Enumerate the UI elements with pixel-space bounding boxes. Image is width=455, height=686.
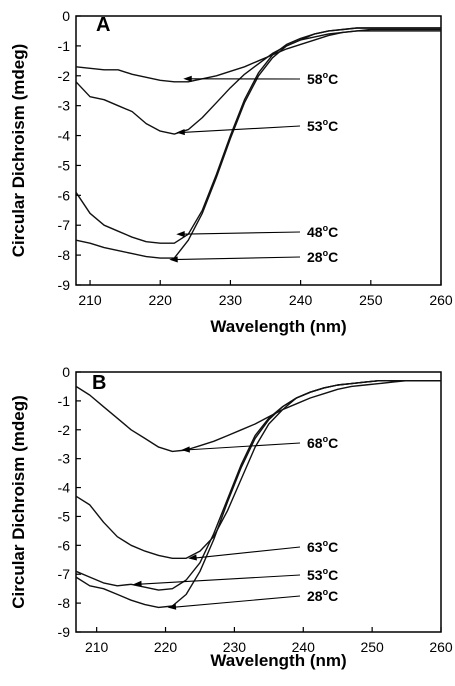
- annotation-label: 28oC: [307, 587, 338, 604]
- annotation-label: 48oC: [307, 223, 338, 240]
- y-tick-label: -4: [58, 480, 71, 496]
- annotation-arrow-line: [180, 125, 301, 134]
- series-line-28c: [75, 380, 441, 609]
- annotation-arrowhead: [176, 230, 185, 238]
- annotation-arrow-line: [192, 546, 301, 559]
- y-tick-label: -1: [58, 38, 71, 54]
- annotation-arrowhead: [169, 256, 178, 263]
- panel-letter: A: [96, 14, 110, 36]
- series-line-28c: [75, 27, 441, 259]
- annotation-label: 58oC: [307, 70, 338, 87]
- panel-b: 0 -1 -2 -3 -4 -5 -6 -7 -8 -9 210 220 230 240 250 260 Wav…: [9, 364, 453, 670]
- y-tick-label: -5: [58, 157, 71, 173]
- y-axis-title: Circular Dichroism (mdeg): [9, 44, 28, 258]
- series-line-68c: [75, 380, 441, 453]
- y-tick-label: 0: [62, 364, 70, 380]
- x-tick-label: 210: [78, 292, 102, 308]
- y-tick-label: -3: [58, 451, 71, 467]
- plot-frame: [75, 15, 442, 286]
- annotation-arrow-line: [171, 595, 301, 608]
- plot-frame: [75, 371, 442, 633]
- annotation-label: 28oC: [307, 248, 338, 265]
- y-tick-label: -8: [58, 247, 71, 263]
- y-tick-label: -1: [58, 393, 71, 409]
- x-tick-label: 210: [85, 639, 109, 655]
- annotation-arrow-line: [180, 231, 301, 235]
- y-tick-label: -4: [58, 128, 71, 144]
- x-tick-label: 220: [149, 292, 173, 308]
- x-tick-label: 220: [154, 639, 178, 655]
- series-line-63c: [75, 380, 441, 559]
- y-tick-label: -9: [58, 624, 71, 640]
- y-tick-label: -5: [58, 508, 71, 524]
- annotation-label: 53oC: [307, 117, 338, 134]
- x-axis-title: Wavelength (nm): [210, 317, 346, 336]
- y-tick-label: -2: [58, 422, 71, 438]
- annotation-arrow-line: [173, 256, 301, 261]
- annotation-label: 68oC: [307, 434, 338, 451]
- annotation-arrowhead: [181, 446, 190, 453]
- annotation-arrowhead: [167, 603, 177, 610]
- series-line-53c: [75, 30, 441, 135]
- y-tick-label: -2: [58, 68, 71, 84]
- annotation-label: 53oC: [307, 566, 338, 583]
- y-tick-label: -9: [58, 277, 71, 293]
- panel-letter: B: [92, 372, 106, 394]
- annotation-arrow-line: [185, 442, 301, 451]
- x-tick-label: 250: [359, 292, 383, 308]
- y-tick-label: -3: [58, 98, 71, 114]
- annotation-arrowhead: [176, 129, 185, 136]
- y-tick-label: -8: [58, 595, 71, 611]
- panel-a: 0 -1 -2 -3 -4 -5 -6 -7 -8 -9 210 220 230 240 250 260 Wav…: [9, 8, 453, 336]
- series-line-53c: [75, 380, 441, 591]
- x-tick-label: 250: [360, 639, 384, 655]
- x-tick-label: 240: [289, 292, 313, 308]
- y-tick-label: 0: [62, 8, 70, 24]
- y-tick-label: -7: [58, 566, 71, 582]
- x-tick-label: 230: [223, 639, 247, 655]
- annotation-label: 63oC: [307, 538, 338, 555]
- y-tick-label: -6: [58, 187, 71, 203]
- annotation-arrow-line: [137, 574, 301, 585]
- annotation-arrowhead: [183, 75, 192, 82]
- y-tick-label: -6: [58, 537, 71, 553]
- annotation-arrowhead: [188, 554, 197, 561]
- y-tick-label: -7: [58, 217, 71, 233]
- series-line-58c: [75, 28, 441, 83]
- x-tick-label: 260: [429, 292, 453, 308]
- x-tick-label: 240: [292, 639, 316, 655]
- x-tick-label: 230: [219, 292, 243, 308]
- x-tick-label: 260: [429, 639, 453, 655]
- x-axis-title: Wavelength (nm): [210, 651, 346, 670]
- y-axis-title: Circular Dichroism (mdeg): [9, 395, 28, 609]
- annotation-arrowhead: [133, 580, 142, 587]
